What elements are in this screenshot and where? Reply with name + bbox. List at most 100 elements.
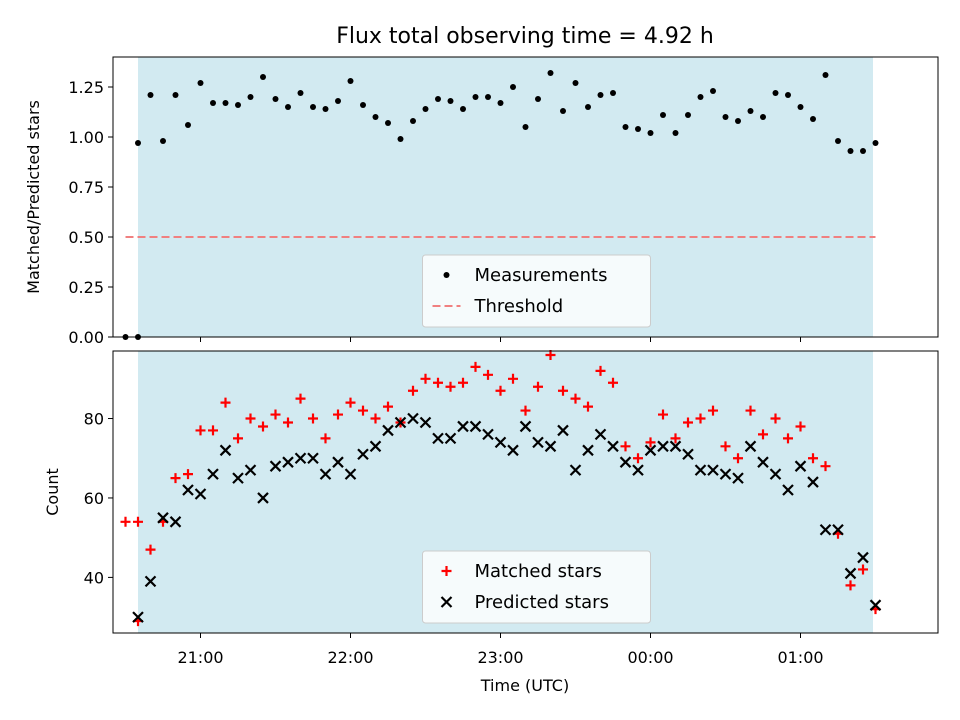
predicted-star-point	[257, 492, 269, 504]
predicted-star-point	[869, 599, 882, 611]
predicted-star-point	[319, 468, 332, 480]
measurement-point	[835, 138, 841, 144]
matched-star-point	[195, 425, 206, 436]
predicted-star-point	[407, 412, 419, 425]
matched-star-point	[308, 413, 318, 424]
measurement-point	[472, 94, 479, 100]
measurement-point	[460, 106, 466, 112]
matched-star-point	[295, 393, 306, 404]
matched-star-point	[345, 397, 356, 408]
predicted-star-point	[769, 468, 782, 480]
measurement-point	[185, 122, 191, 128]
predicted-star-point	[644, 444, 657, 457]
matched-star-point	[745, 405, 756, 416]
measurement-point	[410, 118, 416, 124]
matched-star-point	[658, 409, 668, 420]
measurement-point	[785, 92, 791, 98]
predicted-star-point	[844, 567, 857, 580]
matched-star-point	[408, 385, 418, 396]
predicted-star-point	[532, 436, 544, 449]
matched-star-point	[670, 433, 681, 444]
matched-star-point	[533, 381, 543, 392]
y-tick-label: 1.25	[68, 78, 104, 97]
measurement-point	[260, 74, 266, 80]
predicted-star-point	[632, 464, 644, 476]
matched-star-point	[758, 429, 768, 440]
measurement-point	[622, 124, 629, 130]
predicted-star-point	[732, 472, 744, 484]
predicted-star-point	[282, 456, 294, 468]
measurement-point	[235, 102, 241, 108]
measurement-point	[735, 118, 741, 124]
predicted-star-point	[494, 436, 507, 449]
axes-frame	[112, 56, 939, 338]
legend-label: Predicted stars	[475, 592, 609, 613]
predicted-star-point	[757, 456, 769, 468]
matched-star-point	[333, 409, 343, 420]
matched-star-point	[733, 453, 743, 464]
predicted-star-point	[669, 440, 682, 453]
measurement-point	[360, 102, 366, 108]
matched-star-point	[583, 401, 593, 412]
matched-star-point	[358, 405, 368, 416]
measurement-point	[535, 96, 541, 102]
measurement-point	[435, 96, 441, 102]
bottom-panel: 40 60 80 21:00 22:00 23:00 00:00 01:00 Matched s…	[84, 349, 939, 667]
y-tick-label: 1.00	[68, 128, 104, 147]
matched-star-point	[808, 453, 818, 464]
matched-star-point	[383, 401, 393, 412]
matched-star-point	[620, 441, 631, 452]
predicted-star-point	[519, 420, 532, 433]
legend-measurement-swatch	[443, 272, 450, 278]
matched-star-point	[845, 580, 856, 591]
measurement-point	[685, 112, 691, 118]
predicted-star-point	[144, 575, 157, 588]
measurement-point	[297, 90, 304, 96]
matched-star-point	[245, 413, 256, 424]
predicted-star-point	[619, 456, 632, 468]
measurement-point	[810, 116, 816, 122]
measurement-point	[572, 80, 579, 86]
measurement-point	[172, 92, 179, 98]
predicted-star-point	[444, 432, 457, 445]
predicted-star-point	[782, 484, 794, 496]
y-tick-label: 0.75	[68, 178, 104, 197]
measurement-point	[772, 90, 779, 96]
predicted-star-point	[369, 440, 382, 453]
matched-star-point	[320, 433, 331, 444]
x-tick-label: 00:00	[627, 648, 673, 667]
predicted-star-point	[194, 488, 207, 500]
predicted-star-point	[269, 460, 282, 472]
predicted-star-point	[544, 440, 557, 453]
matched-star-point	[783, 433, 793, 444]
measurement-point	[510, 84, 516, 90]
predicted-star-point	[482, 428, 494, 441]
measurement-point	[447, 98, 454, 104]
matched-star-point	[645, 437, 656, 448]
y-tick-label: 0.25	[68, 278, 104, 297]
y-tick-label: 0.00	[68, 328, 104, 347]
predicted-star-point	[557, 424, 569, 437]
measurement-point	[347, 78, 354, 84]
legend-matched-swatch	[441, 566, 452, 576]
measurement-point	[160, 138, 166, 144]
predicted-star-point	[569, 464, 582, 476]
measurement-point	[197, 80, 204, 86]
predicted-star-point	[457, 420, 469, 433]
matched-star-point	[495, 385, 506, 396]
predicted-star-point	[807, 476, 819, 488]
legend-label: Threshold	[474, 296, 564, 317]
y-tick-label: 80	[84, 410, 104, 429]
matched-star-point	[170, 473, 181, 484]
predicted-star-point	[357, 448, 369, 461]
matched-star-point	[720, 441, 731, 452]
matched-star-point	[520, 405, 531, 416]
predicted-star-point	[507, 444, 519, 457]
matched-star-point	[545, 349, 556, 360]
legend-box	[422, 254, 651, 328]
measurement-point	[222, 100, 229, 106]
y-tick-label: 40	[84, 568, 104, 587]
predicted-star-point	[832, 523, 844, 536]
matched-star-point	[858, 564, 868, 575]
predicted-star-point	[382, 424, 394, 437]
